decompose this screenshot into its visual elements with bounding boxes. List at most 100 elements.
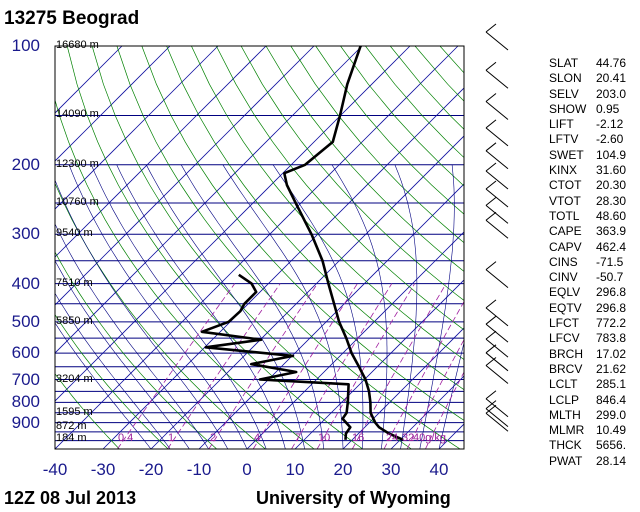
index-row: SLON 20.41 [549,71,640,86]
index-value: 296.8 [596,300,627,315]
dry-adiabat [215,46,464,331]
isotherm-line [390,375,464,449]
wind-barb-flag [485,61,497,71]
mixing-ratio-line [291,283,393,449]
index-row: LFCT 772.2 [549,316,640,331]
index-key: BRCV [549,361,583,376]
dewpoint-profile [200,273,352,440]
wind-barb-flag [485,404,497,414]
index-value: 285.1 [596,377,627,392]
wind-barb-flag [485,119,497,129]
dry-adiabat [191,46,464,361]
wind-barb-flag [485,196,497,206]
moist-adiabat [55,223,209,449]
index-value: -2.60 [596,132,624,147]
pressure-tick-label: 500 [11,311,40,331]
index-row: VTOT 28.30 [549,194,640,209]
height-label: 1595 m [56,405,93,418]
moist-adiabat [91,164,267,449]
isotherm-line [55,46,363,354]
mixing-ratio-line [117,283,236,449]
pressure-tick-label: 300 [11,224,40,244]
isotherm-line [55,46,219,210]
mixing-ratio-label: 1 [168,432,175,444]
wind-barb [485,204,509,224]
dry-adiabat [55,251,217,449]
wind-barb-flag [485,315,497,325]
dry-adiabat [66,46,364,449]
temperature-profile [283,46,404,441]
height-label: 3204 m [56,372,93,385]
height-label: 5850 m [56,314,93,327]
moist-adiabat [55,322,152,449]
dry-adiabat [55,98,315,449]
index-key: CTOT [549,178,582,193]
index-key: MLTH [549,407,581,422]
wind-barb-flag [485,142,497,152]
index-row: SHOW 0.95 [549,102,640,117]
pressure-tick-label: 900 [11,412,40,432]
index-key: TOTL [549,208,580,223]
index-value: 296.8 [596,285,627,300]
wind-barb [485,408,509,427]
index-value: -2.12 [596,117,624,132]
index-value: 772.2 [596,316,627,331]
wind-barb [485,31,509,51]
isotherm-line [55,46,267,258]
index-key: LCLP [549,392,580,407]
moist-adiabat [438,341,464,449]
index-value: -71.5 [596,254,624,269]
index-value: 299.0 [596,407,627,422]
index-key: LIFT [549,117,574,132]
index-key: MLMR [549,423,585,438]
height-label: 16680 m [56,39,99,51]
height-label: 10760 m [56,196,99,209]
height-label: 9540 m [56,227,93,240]
index-value: 28.30 [596,193,627,208]
index-value: 462.4 [596,239,627,254]
mixing-ratio-label: 7 [295,432,302,444]
temperature-tick-label: -40 [42,460,68,479]
mixing-ratio-line [208,283,318,449]
dry-adiabat [166,46,464,391]
index-value: 104.9 [596,147,627,162]
index-value: -50.7 [596,270,624,285]
mixing-ratio-line [252,283,358,449]
plot-area [55,46,464,449]
isotherm-line [55,46,411,402]
index-value: 846.4 [596,392,627,407]
index-row: KINX 31.60 [549,163,640,178]
index-row: CAPV 462.4 [549,240,640,255]
temperature-tick-label: 40 [429,460,449,479]
index-row: LIFT -2.12 [549,117,640,132]
index-key: THCK [549,438,582,453]
index-key: CINV [549,270,578,285]
index-row: LCLT 285.1 [549,377,640,392]
wind-barb [485,188,509,208]
index-key: LCLT [549,377,578,392]
index-key: CAPV [549,239,582,254]
index-row: CINV -50.7 [549,270,640,285]
wind-barb [485,307,509,327]
wind-barb-flag [485,23,497,33]
index-value: 17.02 [596,346,627,361]
index-value: 44.76 [596,56,627,70]
isotherm-line [55,46,171,162]
mixing-ratio-line [383,300,464,449]
wind-barb [485,352,509,372]
wind-barb [485,69,509,89]
height-label: 14090 m [56,108,99,121]
dry-adiabat [265,46,464,272]
index-row: SLAT 44.76 [549,56,640,71]
index-row: PWAT 28.14 [549,454,640,469]
index-row: LFCV 783.8 [549,331,640,346]
index-key: CINS [549,254,578,269]
index-value: 0.95 [596,101,620,116]
index-value: 31.60 [596,163,627,178]
index-key: EQTV [549,300,582,315]
wind-barb [485,323,509,343]
temperature-tick-label: -20 [138,460,164,479]
index-row: THCK 5656. [549,438,640,453]
